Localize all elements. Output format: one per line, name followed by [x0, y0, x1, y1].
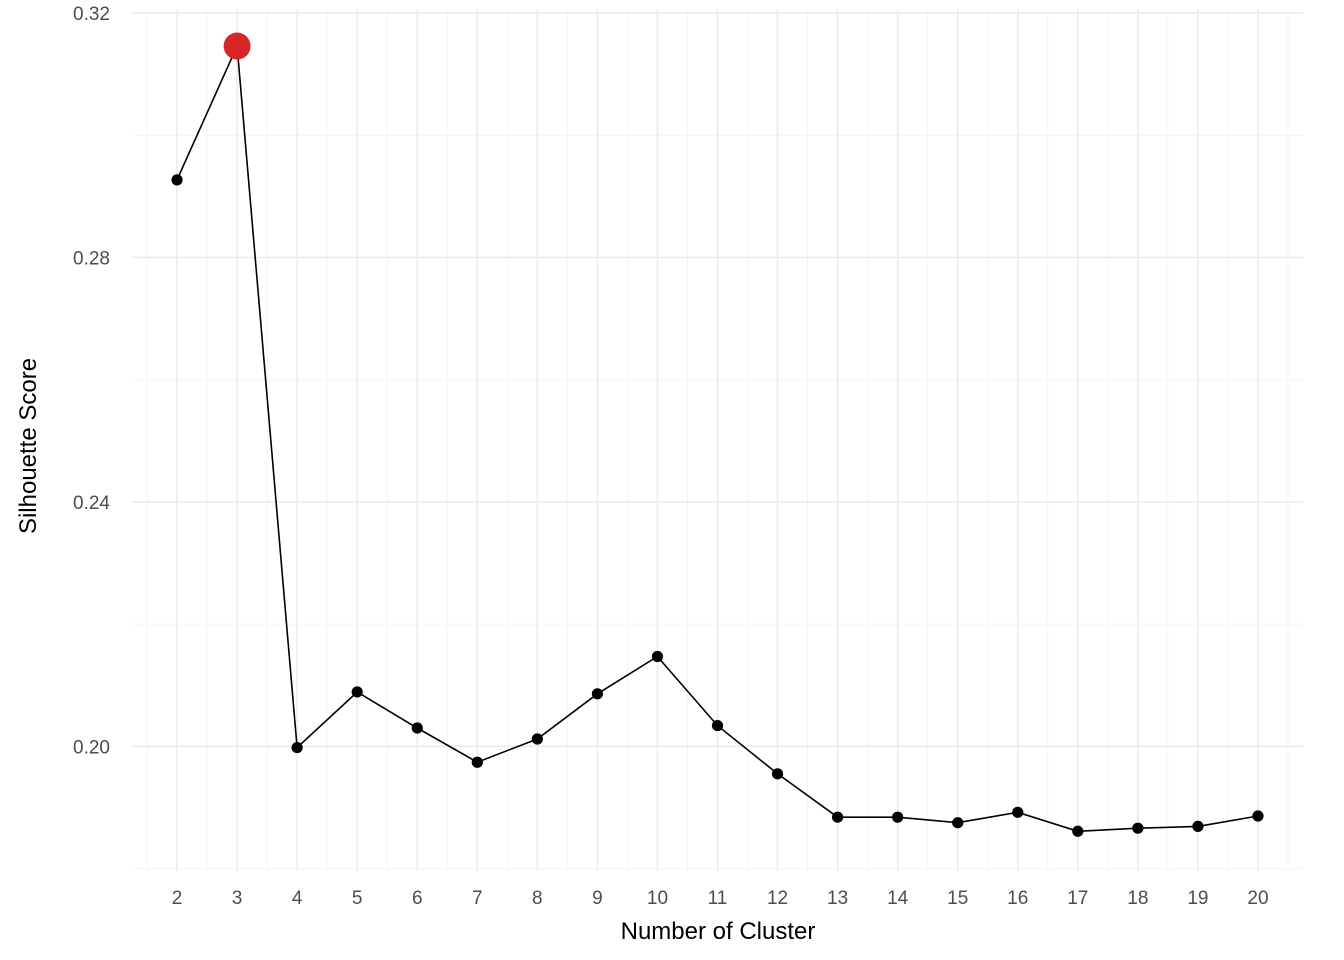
- y-tick-label: 0.20: [73, 737, 110, 758]
- data-points: [171, 32, 1264, 837]
- x-tick-label: 4: [292, 888, 303, 909]
- data-point-14: [892, 811, 904, 823]
- data-point-17: [1072, 825, 1084, 837]
- data-point-12: [771, 768, 784, 780]
- data-point-18: [1132, 822, 1144, 834]
- data-point-5: [351, 686, 363, 698]
- x-tick-label: 19: [1187, 888, 1208, 909]
- data-point-16: [1012, 806, 1024, 818]
- highlight-point: [223, 32, 251, 60]
- x-tick-label: 8: [532, 888, 543, 909]
- x-tick-label: 10: [647, 888, 668, 909]
- x-tick-label: 9: [592, 888, 603, 909]
- y-tick-label: 0.28: [73, 248, 110, 269]
- x-tick-label: 3: [232, 888, 243, 909]
- x-tick-label: 12: [767, 888, 788, 909]
- data-point-6: [411, 722, 423, 734]
- x-tick-label: 7: [472, 888, 483, 909]
- y-tick-label: 0.32: [73, 4, 110, 25]
- data-point-9: [591, 688, 603, 700]
- y-axis-tick-labels: 0.20 0.24 0.28 0.32: [73, 4, 110, 758]
- x-tick-label: 5: [352, 888, 363, 909]
- x-axis-title: Number of Cluster: [621, 918, 816, 945]
- x-tick-label: 15: [947, 888, 968, 909]
- data-point-19: [1192, 820, 1204, 832]
- data-point-4: [291, 741, 303, 754]
- data-point-20: [1252, 810, 1264, 822]
- data-point-15: [952, 817, 964, 829]
- x-tick-label: 16: [1007, 888, 1028, 909]
- data-point-13: [832, 811, 844, 823]
- x-tick-label: 13: [827, 888, 848, 909]
- x-tick-label: 2: [172, 888, 183, 909]
- x-axis-tick-labels: 2 3 4 5 6 7 8 9 10 11 12 13 14 15 16 17 18 19 20: [172, 888, 1269, 909]
- x-tick-label: 20: [1247, 888, 1268, 909]
- y-axis-title: Silhouette Score: [15, 358, 42, 534]
- x-tick-label: 6: [412, 888, 423, 909]
- data-point-7: [471, 756, 483, 768]
- x-tick-label: 17: [1067, 888, 1088, 909]
- x-tick-label: 14: [887, 888, 909, 909]
- x-tick-label: 11: [708, 888, 728, 909]
- data-point-11: [711, 719, 724, 732]
- data-point-8: [531, 733, 543, 745]
- x-tick-label: 18: [1127, 888, 1148, 909]
- major-gridlines: [132, 10, 1303, 871]
- minor-gridlines: [132, 10, 1303, 871]
- y-tick-label: 0.24: [73, 493, 110, 514]
- data-point-2: [171, 174, 183, 186]
- data-point-10: [651, 650, 664, 663]
